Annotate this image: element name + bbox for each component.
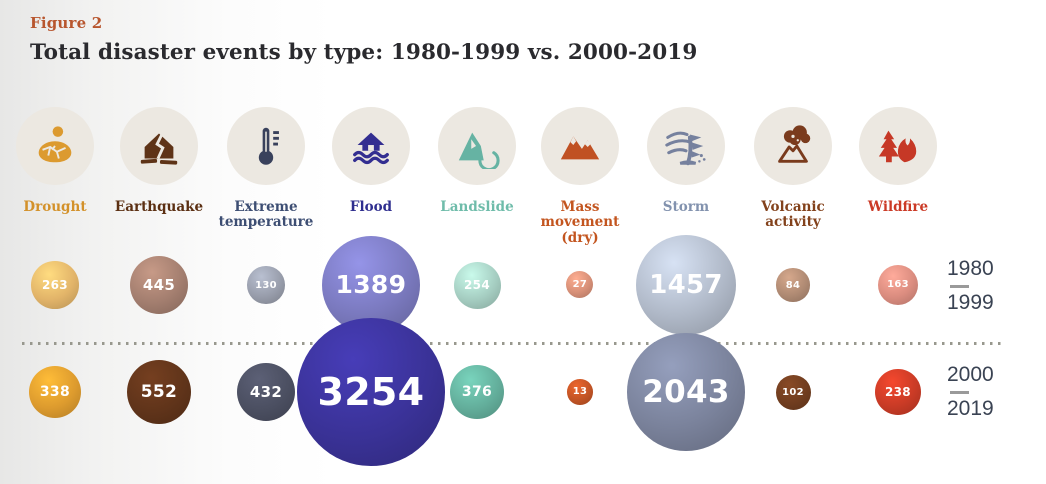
bubble-1980-1999-wildfire: 163 [877,264,919,306]
bubble-1980-1999-storm: 1457 [635,234,737,336]
bubble-2000-2019-extreme-temperature: 432 [237,363,295,421]
bubble-2000-2019-volcanic: 102 [775,374,811,410]
bubble-2000-2019-flood: 3254 [297,318,445,466]
bubble-2000-2019-drought: 338 [28,365,82,419]
bubble-value: 130 [255,279,277,291]
category-label-wildfire: Wildfire [867,199,929,215]
period-divider-line [22,342,1002,345]
bubble-1980-1999-extreme-temperature: 130 [247,266,285,304]
period-dash [950,390,969,394]
period-dash [950,284,969,288]
bubble-value: 102 [782,386,804,398]
page-title: Total disaster events by type: 1980-1999… [30,40,698,65]
bubble-value: 552 [140,381,178,402]
bubble-value: 84 [785,279,801,291]
bubble-2000-2019-wildfire: 238 [875,369,921,415]
bubble-1980-1999-volcanic: 84 [776,268,810,302]
category-label-volcanic: Volcanic activity [761,199,825,231]
bubble-1980-1999-drought: 263 [31,261,79,309]
bubble-value: 3254 [317,369,425,414]
bubble-1980-1999-landslide: 254 [453,261,501,309]
figure-label: Figure 2 [30,14,103,32]
bubble-2000-2019-landslide: 376 [449,364,505,420]
period-label-1980-1999: 1980 1999 [947,257,994,314]
category-label-flood: Flood [349,199,393,215]
drought-icon [16,107,94,185]
bubble-2000-2019-storm: 2043 [627,333,745,451]
bubble-value: 1389 [335,270,407,300]
bubble-1980-1999-earthquake: 445 [129,255,189,315]
bubble-value: 13 [572,386,588,398]
landslide-mountain-icon [438,107,516,185]
wildfire-icon [859,107,937,185]
category-label-storm: Storm [662,199,710,215]
bubble-2000-2019-mass-movement: 13 [567,379,593,405]
bubble-value: 338 [39,383,70,400]
category-label-earthquake: Earthquake [114,199,204,215]
bubble-value: 432 [249,383,283,401]
flood-house-icon [332,107,410,185]
header: Figure 2 Total disaster events by type: … [30,14,697,65]
bubble-1980-1999-mass-movement: 27 [566,271,594,299]
thermometer-icon [227,107,305,185]
mountains-icon [541,107,619,185]
bubble-value: 27 [572,279,588,291]
period-label-2000-2019: 2000 2019 [947,363,994,420]
category-label-landslide: Landslide [440,199,514,215]
volcano-icon [754,107,832,185]
bubble-value: 254 [464,278,490,292]
bubble-value: 163 [887,279,909,291]
bubble-value: 445 [142,275,176,294]
bubble-value: 238 [884,384,911,399]
bubble-value: 263 [42,277,68,292]
period-start-year: 1980 [947,257,994,280]
bubble-2000-2019-earthquake: 552 [126,359,192,425]
period-end-year: 1999 [947,290,994,314]
category-label-extreme-temperature: Extreme temperature [218,199,314,231]
category-label-drought: Drought [23,199,87,215]
category-label-mass-movement: Mass movement (dry) [540,199,620,246]
storm-wind-icon [647,107,725,185]
bubble-value: 376 [461,383,493,400]
bubble-value: 1457 [649,269,723,300]
earthquake-icon [120,107,198,185]
bubble-value: 2043 [642,373,730,410]
period-end-year: 2019 [947,396,994,420]
period-start-year: 2000 [947,363,994,386]
